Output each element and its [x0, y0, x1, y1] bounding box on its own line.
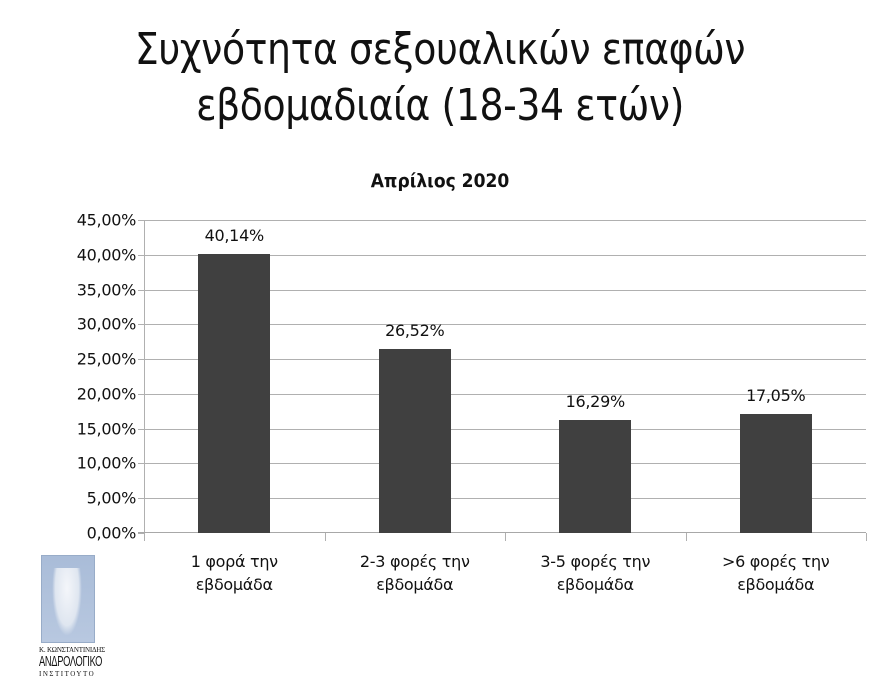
x-category-label-line1: >6 φορές την	[722, 552, 830, 571]
y-tick-mark	[138, 254, 144, 256]
x-category-label-line1: 3-5 φορές την	[540, 552, 651, 571]
x-category-label-line1: 2-3 φορές την	[359, 552, 470, 571]
x-tick-mark	[866, 533, 867, 541]
x-category-label: >6 φορές την εβδομάδα	[686, 550, 866, 596]
x-axis-line	[138, 532, 866, 533]
gridline	[144, 324, 866, 326]
x-category-label: 1 φορά την εβδομάδα	[144, 550, 324, 596]
logo-subtitle: ΙΝΣΤΙΤΟΥΤΟ	[39, 670, 96, 678]
y-tick-label: 30,00%	[76, 314, 137, 334]
y-tick-mark	[138, 498, 144, 500]
plot-area: 40,14% 26,52% 16,29% 17,05%	[138, 220, 867, 541]
bar	[559, 419, 632, 533]
x-category-label-line1: 1 φορά την	[190, 552, 278, 571]
gridline	[144, 289, 866, 291]
gridline	[144, 254, 866, 256]
y-tick-mark	[138, 289, 144, 291]
y-tick-label: 5,00%	[86, 488, 137, 508]
slide-title: Συχνότητα σεξουαλικών επαφών εβδομαδιαία…	[62, 22, 819, 134]
y-tick-mark	[138, 428, 144, 430]
x-category-label-line2: εβδομάδα	[376, 575, 454, 594]
x-tick-mark	[685, 533, 687, 541]
x-category-label: 3-5 φορές την εβδομάδα	[505, 550, 685, 596]
thinker-statue-image	[41, 555, 95, 643]
y-tick-mark	[138, 359, 144, 361]
y-tick-mark	[138, 220, 144, 221]
chart-title: Απρίλιος 2020	[370, 170, 510, 192]
logo-title: ΑΝΔΡΟΛΟΓΙΚΟ	[39, 653, 103, 670]
gridline	[144, 463, 866, 465]
x-category-label-line2: εβδομάδα	[737, 575, 815, 594]
y-tick-label: 10,00%	[76, 453, 137, 473]
institute-logo: Κ. ΚΩΝΣΤΑΝΤΙΝΙΔΗΣ ΑΝΔΡΟΛΟΓΙΚΟ ΙΝΣΤΙΤΟΥΤΟ	[39, 555, 109, 678]
x-category-label-line2: εβδομάδα	[556, 575, 634, 594]
gridline	[144, 498, 866, 500]
gridline	[144, 359, 866, 361]
bar-value-label: 17,05%	[746, 386, 806, 406]
y-tick-label: 40,00%	[76, 245, 137, 265]
bar-value-label: 16,29%	[565, 391, 626, 411]
logo-name: Κ. ΚΩΝΣΤΑΝΤΙΝΙΔΗΣ	[39, 646, 105, 654]
y-axis-line	[144, 220, 145, 533]
y-tick-label: 15,00%	[76, 419, 137, 439]
bar-value-label: 40,14%	[204, 225, 265, 245]
bar	[198, 253, 271, 533]
bar-value-label: 26,52%	[385, 320, 445, 340]
x-tick-mark	[505, 533, 506, 541]
gridline	[144, 428, 866, 430]
y-tick-label: 45,00%	[76, 210, 137, 230]
x-category-label-line2: εβδομάδα	[195, 575, 273, 594]
y-tick-mark	[138, 324, 144, 326]
slide-title-line1: Συχνότητα σεξουαλικών επαφών	[134, 24, 746, 75]
bar	[739, 414, 812, 533]
gridline	[144, 393, 866, 395]
gridline	[144, 220, 866, 221]
y-tick-label: 25,00%	[76, 349, 137, 369]
y-tick-mark	[138, 463, 144, 465]
x-category-label: 2-3 φορές την εβδομάδα	[325, 550, 505, 596]
x-tick-mark	[324, 533, 326, 541]
y-tick-mark	[138, 533, 144, 534]
y-tick-label: 35,00%	[76, 280, 137, 300]
y-tick-label: 20,00%	[76, 384, 137, 404]
slide-title-line2: εβδομαδιαία (18-34 ετών)	[196, 80, 684, 131]
x-tick-mark	[144, 533, 145, 541]
bar	[378, 348, 451, 533]
y-tick-label: 0,00%	[86, 523, 137, 543]
y-tick-mark	[138, 393, 144, 395]
statue-figure-icon	[52, 568, 82, 636]
